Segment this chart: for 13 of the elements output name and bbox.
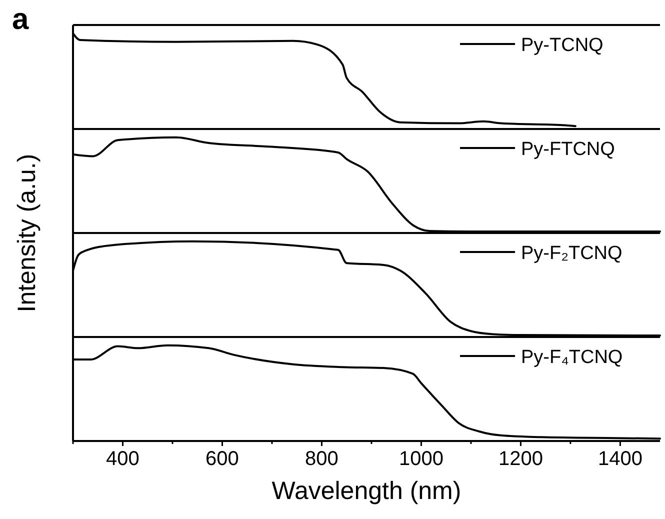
legend-label: Py-F₄TCNQ: [521, 347, 623, 368]
x-axis-title: Wavelength (nm): [272, 477, 462, 505]
x-tick-label: 1000: [398, 448, 444, 470]
x-tick-label: 600: [206, 448, 239, 470]
legend-label: Py-FTCNQ: [521, 139, 615, 160]
legend-label: Py-F₂TCNQ: [521, 243, 622, 264]
x-tick-label: 800: [305, 448, 338, 470]
x-tick-label: 400: [106, 448, 140, 470]
x-tick-label: 1400: [598, 448, 642, 470]
legend-label: Py-TCNQ: [521, 35, 604, 56]
y-axis-title: Intensity (a.u.): [13, 154, 41, 312]
x-tick-label: 1200: [498, 448, 543, 470]
text: a: [12, 3, 29, 36]
